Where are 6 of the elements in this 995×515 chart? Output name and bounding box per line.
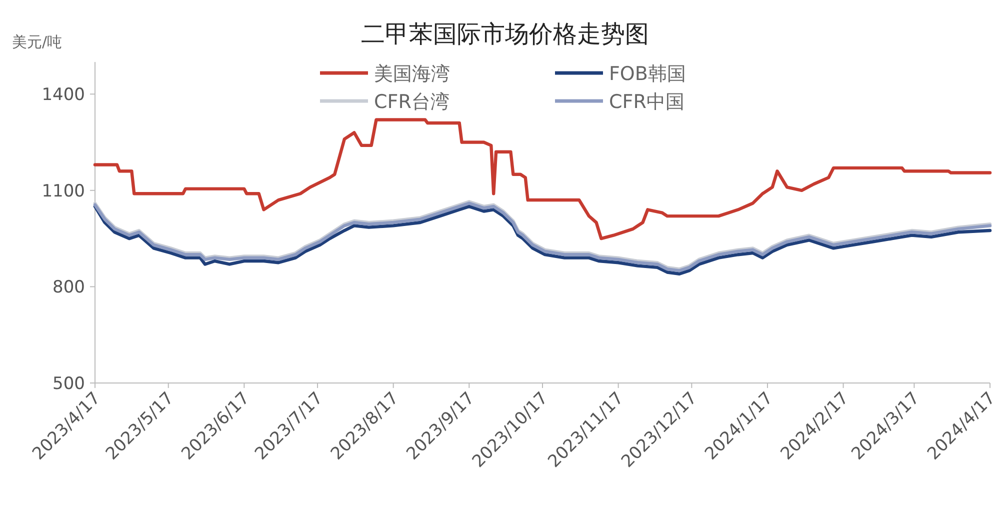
y-tick-label: 500 (52, 374, 85, 394)
y-tick-label: 1100 (42, 181, 85, 202)
ylabel: 美元/吨 (12, 33, 62, 51)
title: 二甲苯国际市场价格走势图 (361, 20, 649, 48)
y-tick-label: 1400 (42, 85, 85, 106)
y-tick-label: 800 (52, 278, 85, 298)
